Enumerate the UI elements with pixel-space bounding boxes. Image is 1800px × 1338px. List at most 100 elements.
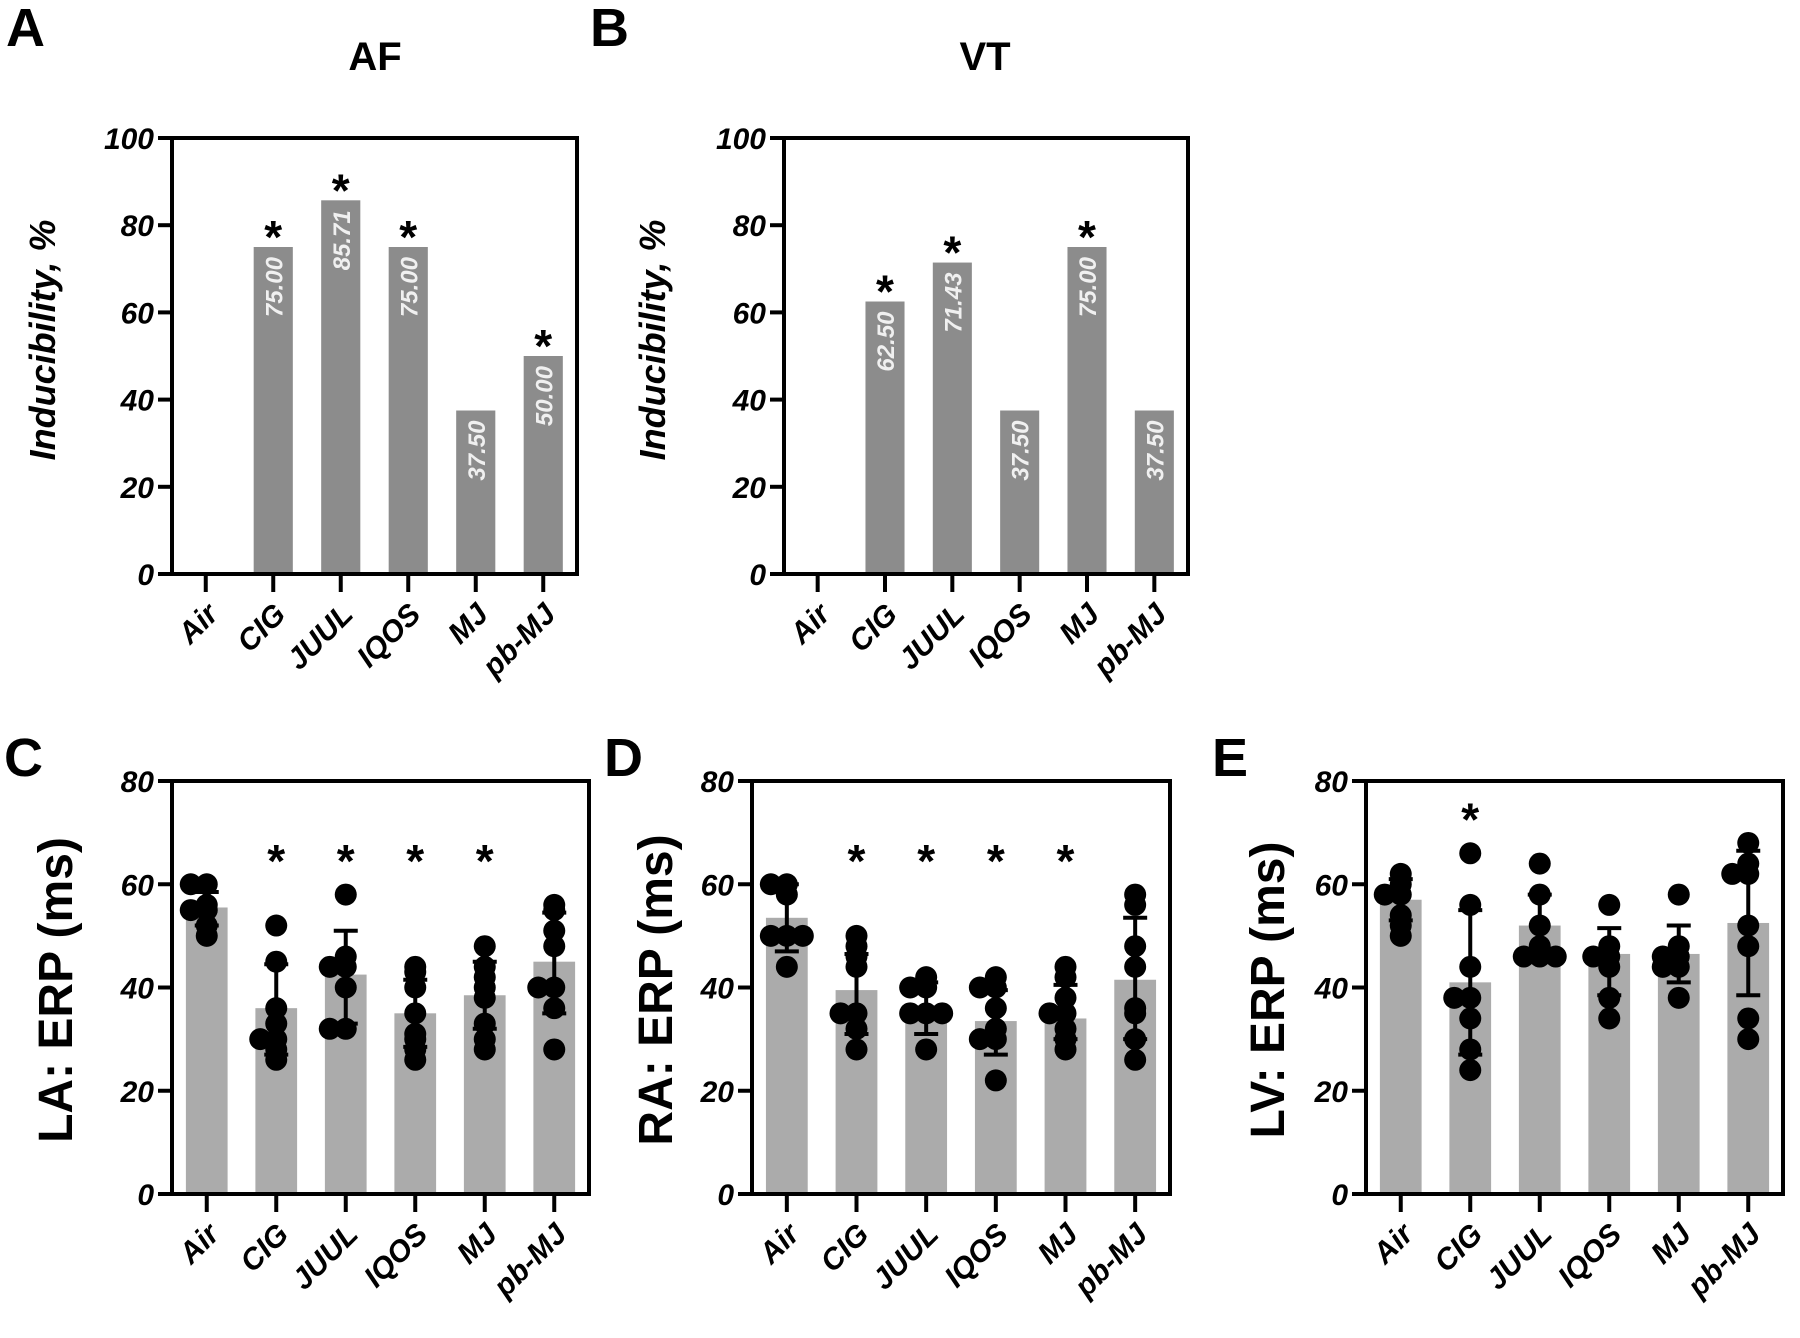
data-point — [1598, 1007, 1621, 1030]
data-point — [1054, 966, 1077, 989]
significance-star: * — [476, 835, 494, 887]
data-point — [984, 997, 1007, 1020]
x-category-label-cig: CIG — [231, 598, 292, 659]
data-point — [1459, 1059, 1482, 1082]
x-category-label-mj: MJ — [451, 1217, 505, 1271]
data-point — [543, 899, 566, 922]
bar-value-label: 37.50 — [1008, 420, 1035, 481]
data-point — [1124, 893, 1147, 916]
data-point — [195, 873, 218, 896]
y-tick-label: 80 — [121, 766, 155, 799]
data-point — [775, 924, 798, 947]
x-category-label-juul: JUUL — [286, 1218, 365, 1297]
bar-pb-mj — [523, 356, 563, 574]
data-point — [1598, 893, 1621, 916]
data-point — [931, 1002, 954, 1025]
data-point — [265, 1048, 288, 1071]
x-category-label-mj: MJ — [442, 597, 496, 651]
bar-value-label: 71.43 — [940, 272, 967, 333]
y-tick-label: 40 — [700, 973, 735, 1006]
bar-juul — [905, 1008, 948, 1194]
data-point — [1667, 955, 1690, 978]
data-point — [845, 955, 868, 978]
panel-b: B VT Inducibility, % 62.50 71.43 37.50 75.0… — [590, 0, 1190, 684]
data-point — [473, 986, 496, 1009]
y-tick-label: 100 — [104, 123, 154, 156]
data-point — [1124, 1028, 1147, 1051]
bar-value-label: 85.71 — [329, 210, 356, 270]
y-tick-label: 60 — [1315, 869, 1349, 902]
y-tick-label: 0 — [137, 1179, 154, 1212]
plot-frame — [170, 136, 579, 576]
data-point — [759, 924, 782, 947]
data-point — [179, 873, 202, 896]
data-point — [404, 976, 427, 999]
data-point — [1737, 935, 1760, 958]
data-point — [543, 997, 566, 1020]
y-tick-label: 20 — [120, 472, 155, 505]
data-point — [1443, 986, 1466, 1009]
data-point — [265, 950, 288, 973]
x-category-label-iqos: IQOS — [358, 1218, 434, 1294]
data-point — [265, 997, 288, 1020]
x-category-label-pb-mj: pb-MJ — [476, 597, 563, 684]
data-point — [829, 1002, 852, 1025]
panel-d: D RA: ERP (ms) * * * * 0 20 40 60 80 Air CIGJUULIQ… — [604, 728, 1172, 1304]
data-point — [968, 976, 991, 999]
data-point — [1528, 852, 1551, 875]
data-point — [1459, 1007, 1482, 1030]
data-point — [984, 976, 1007, 999]
panel-title-vt: VT — [959, 35, 1010, 79]
data-point — [1528, 945, 1551, 968]
bar-value-label: 50.00 — [531, 365, 558, 426]
x-category-label-juul: JUUL — [1480, 1218, 1559, 1297]
data-point — [1598, 955, 1621, 978]
data-point — [1124, 1002, 1147, 1025]
significance-star: * — [264, 211, 282, 263]
data-point — [1389, 924, 1412, 947]
data-point — [1054, 1002, 1077, 1025]
significance-star: * — [406, 835, 424, 887]
data-point — [1373, 883, 1396, 906]
data-point — [195, 899, 218, 922]
data-point — [1528, 883, 1551, 906]
data-point — [1038, 1002, 1061, 1025]
significance-star: * — [534, 320, 552, 372]
data-point — [1528, 914, 1551, 937]
plot-frame — [750, 779, 1172, 1196]
panel-title-af: AF — [348, 35, 401, 79]
y-axis-label: Inducibility, % — [22, 220, 63, 461]
y-tick-label: 80 — [121, 210, 155, 243]
data-point — [543, 919, 566, 942]
data-point — [1582, 945, 1605, 968]
x-category-label-iqos: IQOS — [351, 598, 427, 674]
data-point — [1512, 945, 1535, 968]
data-point — [404, 961, 427, 984]
data-point — [1544, 945, 1567, 968]
bar-mj — [1067, 247, 1107, 574]
x-category-label-juul: JUUL — [893, 598, 972, 677]
significance-star: * — [848, 835, 866, 887]
data-point — [543, 1038, 566, 1061]
data-point — [899, 1002, 922, 1025]
y-tick-label: 100 — [716, 123, 766, 156]
data-point — [334, 1017, 357, 1040]
plot-area: 75.0085.7175.0037.5050.00****02040608010… — [104, 123, 579, 684]
y-tick-label: 0 — [137, 559, 154, 592]
y-tick-label: 20 — [120, 1076, 155, 1109]
x-category-label-air: Air — [752, 1216, 807, 1271]
data-point — [1737, 1028, 1760, 1051]
significance-star: * — [337, 835, 355, 887]
bar-pb-mj — [1134, 410, 1174, 574]
data-point — [1054, 1038, 1077, 1061]
data-point — [915, 976, 938, 999]
y-tick-label: 80 — [733, 210, 767, 243]
y-tick-label: 0 — [749, 559, 766, 592]
x-category-label-iqos: IQOS — [938, 1218, 1014, 1294]
data-point — [1459, 986, 1482, 1009]
panel-a: A AF Inducibility, % 75.00 85.71 75.00 37.5… — [6, 0, 579, 684]
